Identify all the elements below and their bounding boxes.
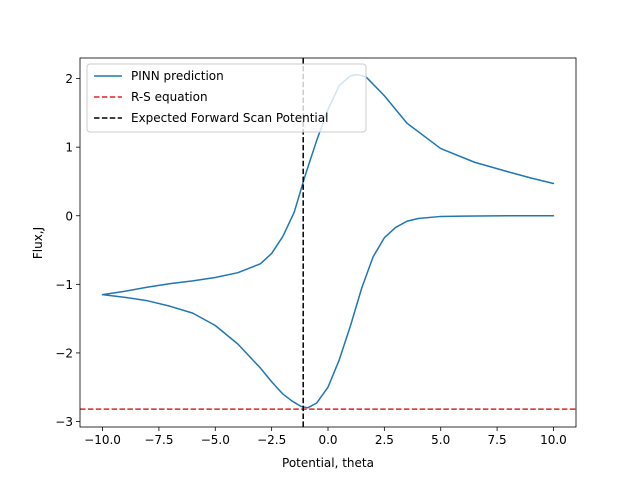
- axis-ticks: −10.0 −7.5 −5.0 −2.5 0.0 2.5 5.0 7.5 10.0 −3 −2 −1 0…: [55, 72, 567, 447]
- x-tick-label: 7.5: [488, 433, 507, 447]
- legend-frame: [86, 63, 367, 133]
- y-tick-label: −2: [55, 346, 73, 360]
- x-axis-label: Potential, theta: [282, 456, 374, 470]
- y-tick-label: 1: [65, 141, 73, 155]
- x-tick-label: 5.0: [431, 433, 450, 447]
- x-tick-label: 2.5: [375, 433, 394, 447]
- legend-label-pinn-prediction: PINN prediction: [131, 69, 224, 83]
- legend: PINN prediction R-S equation Expected Fo…: [86, 63, 367, 133]
- x-tick-label: −10.0: [84, 433, 121, 447]
- legend-label-expected-forward-scan-potential: Expected Forward Scan Potential: [131, 111, 328, 125]
- x-tick-label: 10.0: [540, 433, 567, 447]
- y-tick-label: 2: [65, 72, 73, 86]
- x-tick-label: −5.0: [201, 433, 230, 447]
- legend-label-rs-equation: R-S equation: [131, 90, 208, 104]
- y-axis-label: Flux,J: [31, 227, 45, 259]
- y-tick-label: −3: [55, 415, 73, 429]
- y-tick-label: 0: [65, 209, 73, 223]
- y-tick-label: −1: [55, 278, 73, 292]
- x-tick-label: −2.5: [257, 433, 286, 447]
- x-tick-label: −7.5: [144, 433, 173, 447]
- x-tick-label: 0.0: [318, 433, 337, 447]
